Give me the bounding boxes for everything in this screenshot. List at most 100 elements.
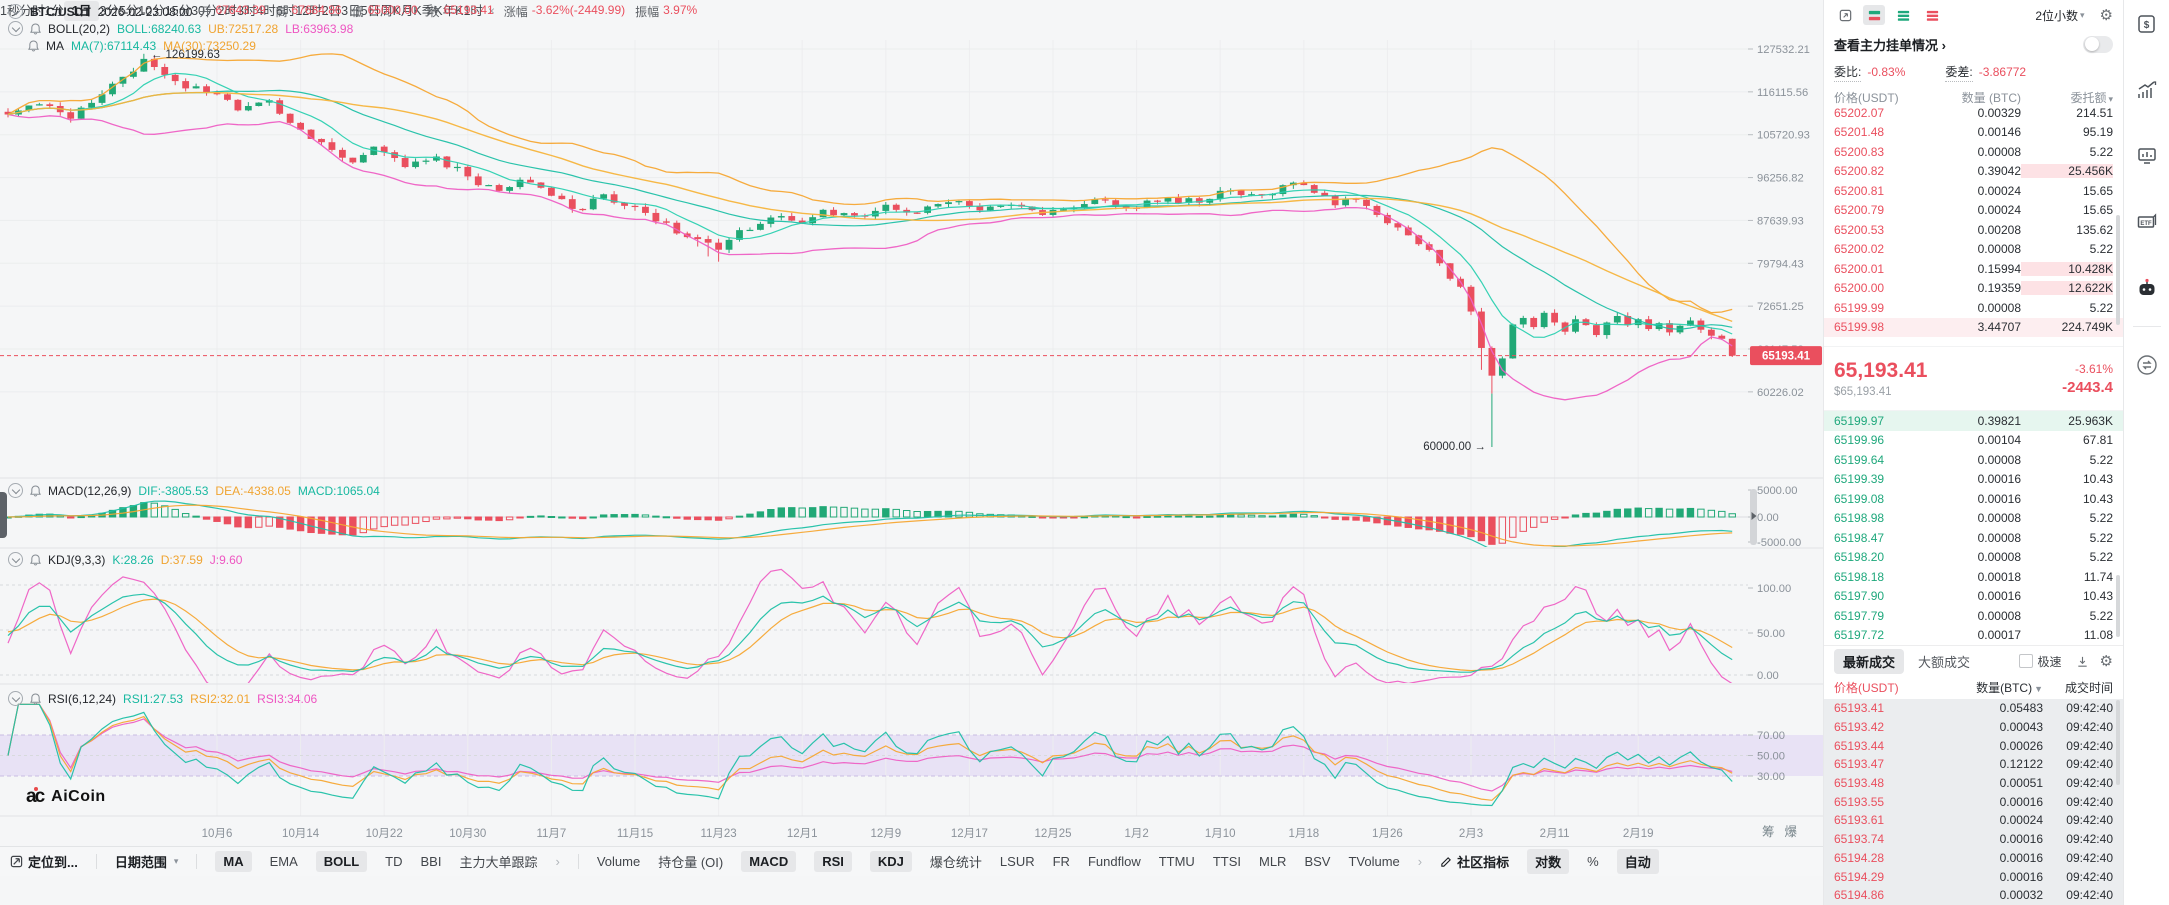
indicator-button-TD[interactable]: TD xyxy=(385,854,403,869)
percent-scale-button[interactable]: % xyxy=(1587,854,1599,869)
orderbook-popout-icon[interactable] xyxy=(1834,5,1856,25)
tab-latest-trades[interactable]: 最新成交 xyxy=(1834,648,1905,674)
orderbook-bids-view-icon[interactable] xyxy=(1892,5,1914,25)
timeframe-15分[interactable]: 15分 xyxy=(164,4,192,18)
community-indicator-button[interactable]: 社区指标 xyxy=(1440,852,1509,871)
alert-bell-icon[interactable] xyxy=(30,22,41,35)
price-column-header[interactable]: 价格(USDT) xyxy=(1834,90,1899,105)
trades-scrollbar[interactable] xyxy=(2116,700,2120,785)
timeframe-3日[interactable]: 3日 xyxy=(341,4,361,18)
ask-row[interactable]: 65200.79 0.00024 15.65 xyxy=(1824,201,2123,221)
indicator-button-持仓量 (OI)[interactable]: 持仓量 (OI) xyxy=(658,855,724,870)
ask-row[interactable]: 65200.02 0.00008 5.22 xyxy=(1824,240,2123,260)
asks-scrollbar[interactable] xyxy=(2116,215,2120,325)
bid-row[interactable]: 65198.20 0.00008 5.22 xyxy=(1824,548,2123,568)
timeframe-年K[interactable]: 年K xyxy=(442,4,464,18)
ask-row[interactable]: 65200.00 0.19359 12.622K xyxy=(1824,279,2123,299)
price-chart-canvas[interactable]: ← 126199.63 60000.00 → 127532.21 116115.56 1… xyxy=(0,0,1823,846)
indicator-button-KDJ[interactable]: KDJ xyxy=(869,851,912,872)
indicator-button-MLR[interactable]: MLR xyxy=(1258,854,1287,869)
bid-row[interactable]: 65199.08 0.00016 10.43 xyxy=(1824,489,2123,509)
more-indicators-chevron[interactable]: › xyxy=(1417,854,1423,869)
timeframe-1分[interactable]: 1分 xyxy=(44,4,64,18)
indicator-button-RSI[interactable]: RSI xyxy=(814,851,852,872)
bid-row[interactable]: 65199.64 0.00008 5.22 xyxy=(1824,450,2123,470)
close-timeframe-icon[interactable]: × xyxy=(487,4,495,18)
bid-row[interactable]: 65198.18 0.00018 11.74 xyxy=(1824,567,2123,587)
ai-robot-icon[interactable] xyxy=(2135,276,2159,300)
bid-row[interactable]: 65198.47 0.00008 5.22 xyxy=(1824,528,2123,548)
timeframe-5分[interactable]: 5分 xyxy=(118,4,139,18)
collapse-chart-icon[interactable] xyxy=(8,4,23,19)
main-orders-link[interactable]: 查看主力挂单情况 › xyxy=(1824,30,2123,58)
ask-row[interactable]: 65200.82 0.39042 25.456K xyxy=(1824,162,2123,182)
bid-row[interactable]: 65198.98 0.00008 5.22 xyxy=(1824,509,2123,529)
collapse-macd-icon[interactable] xyxy=(8,483,23,498)
bid-row[interactable]: 65197.90 0.00016 10.43 xyxy=(1824,587,2123,607)
indicator-button-EMA[interactable]: EMA xyxy=(269,854,298,869)
indicator-button-FR[interactable]: FR xyxy=(1052,854,1070,869)
indicator-button-BSV[interactable]: BSV xyxy=(1304,854,1331,869)
market-monitor-icon[interactable] xyxy=(2135,144,2159,168)
liquidation-button[interactable]: 爆 xyxy=(1784,825,1798,839)
timeframe-2日[interactable]: 2日 xyxy=(321,4,342,18)
timeframe-1日[interactable]: 1日 xyxy=(63,1,100,21)
ask-row[interactable]: 65201.48 0.00146 95.19 xyxy=(1824,123,2123,143)
alert-bell-icon[interactable] xyxy=(30,692,41,705)
price-tag-icon[interactable]: $ xyxy=(2135,12,2159,36)
indicator-button-爆仓统计[interactable]: 爆仓统计 xyxy=(929,855,982,870)
bid-row[interactable]: 65199.39 0.00016 10.43 xyxy=(1824,470,2123,490)
trade-amount-header[interactable]: 数量(BTC) ▼ xyxy=(1976,681,2043,695)
orderbook-split-view-icon[interactable] xyxy=(1863,5,1885,25)
timeframe-分时[interactable]: 分时 xyxy=(19,4,45,18)
bid-row[interactable]: 65197.79 0.00008 5.22 xyxy=(1824,606,2123,626)
timeframe-5日[interactable]: 5日 xyxy=(360,4,381,18)
pane-drag-handle[interactable] xyxy=(0,492,7,538)
timeframe-30分[interactable]: 30分 xyxy=(191,4,218,18)
sort-icon[interactable] xyxy=(2076,655,2089,668)
indicator-button-LSUR[interactable]: LSUR xyxy=(999,854,1035,869)
collapse-rsi-icon[interactable] xyxy=(8,691,23,706)
fast-mode-checkbox[interactable] xyxy=(2018,654,2033,668)
alert-bell-icon[interactable] xyxy=(30,484,41,497)
date-range-button[interactable]: 日期范围 ▾ xyxy=(114,855,179,870)
indicator-button-Fundflow[interactable]: Fundflow xyxy=(1087,854,1141,869)
timeframe-12时[interactable]: 12时 xyxy=(295,4,322,18)
trades-settings-icon[interactable]: ⚙ xyxy=(2099,653,2113,670)
indicator-button-MACD[interactable]: MACD xyxy=(741,851,797,872)
orderbook-settings-icon[interactable]: ⚙ xyxy=(2099,7,2113,24)
timeframe-6时[interactable]: 6时 xyxy=(275,4,296,18)
fast-mode-option[interactable]: 极速 ⚙ xyxy=(2018,652,2113,670)
timeframe-10分[interactable]: 10分 xyxy=(138,4,165,18)
timeframe-4时[interactable]: 4时 xyxy=(256,4,276,18)
bid-row[interactable]: 65197.72 0.00017 11.08 xyxy=(1824,626,2123,646)
bids-scrollbar[interactable] xyxy=(2116,575,2120,637)
log-scale-button[interactable]: 对数 xyxy=(1527,849,1570,874)
main-orders-toggle[interactable] xyxy=(2083,35,2113,53)
ask-row[interactable]: 65200.83 0.00008 5.22 xyxy=(1824,142,2123,162)
ask-row[interactable]: 65199.98 3.44707 224.749K xyxy=(1824,317,2123,337)
ask-row[interactable]: 65200.81 0.00024 15.65 xyxy=(1824,181,2123,201)
bid-row[interactable]: 65199.96 0.00104 67.81 xyxy=(1824,431,2123,451)
alert-bell-icon[interactable] xyxy=(28,40,39,52)
indicator-button-主力大单跟踪[interactable]: 主力大单跟踪 xyxy=(459,855,538,870)
indicator-button-MA[interactable]: MA xyxy=(215,851,252,872)
indicator-button-BBI[interactable]: BBI xyxy=(420,854,442,869)
timeframe-季K[interactable]: 季K xyxy=(421,4,443,18)
indicator-button-TTSI[interactable]: TTSI xyxy=(1212,854,1241,869)
decimals-dropdown[interactable]: 2位小数 ▾ xyxy=(2035,8,2085,23)
ask-row[interactable]: 65202.07 0.00329 214.51 xyxy=(1824,108,2123,123)
ask-row[interactable]: 65200.53 0.00208 135.62 xyxy=(1824,220,2123,240)
locate-button[interactable]: 定位到... xyxy=(10,852,78,871)
auto-scale-button[interactable]: 自动 xyxy=(1616,849,1659,874)
indicator-button-TVolume[interactable]: TVolume xyxy=(1348,854,1400,869)
bid-row[interactable]: 65199.97 0.39821 25.963K xyxy=(1824,411,2123,431)
alert-bell-icon[interactable] xyxy=(30,553,41,566)
trend-chart-icon[interactable] xyxy=(2135,78,2159,102)
timeframe-周K[interactable]: 周K xyxy=(380,4,401,18)
etf-icon[interactable]: ETF xyxy=(2135,210,2159,234)
collapse-kdj-icon[interactable] xyxy=(8,552,23,567)
indicator-button-BOLL[interactable]: BOLL xyxy=(315,851,368,872)
timeframe-月K[interactable]: 月K xyxy=(400,4,422,18)
indicator-button-TTMU[interactable]: TTMU xyxy=(1158,854,1195,869)
